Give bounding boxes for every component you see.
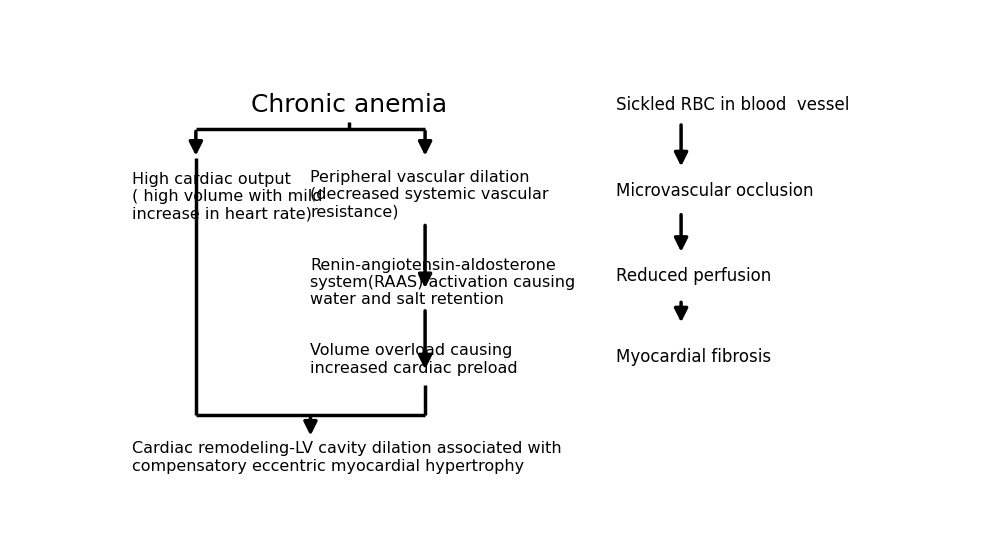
Text: Reduced perfusion: Reduced perfusion: [616, 267, 771, 285]
Text: Cardiac remodeling-LV cavity dilation associated with
compensatory eccentric myo: Cardiac remodeling-LV cavity dilation as…: [132, 441, 562, 474]
Text: Peripheral vascular dilation
(decreased systemic vascular
resistance): Peripheral vascular dilation (decreased …: [311, 170, 549, 220]
Text: Renin-angiotensin-aldosterone
system(RAAS) activation causing
water and salt ret: Renin-angiotensin-aldosterone system(RAA…: [311, 258, 576, 307]
Text: Myocardial fibrosis: Myocardial fibrosis: [616, 348, 771, 366]
Text: Sickled RBC in blood  vessel: Sickled RBC in blood vessel: [616, 96, 850, 114]
Text: Microvascular occlusion: Microvascular occlusion: [616, 181, 813, 200]
Text: High cardiac output
( high volume with mild
increase in heart rate): High cardiac output ( high volume with m…: [132, 172, 323, 222]
Text: Volume overload causing
increased cardiac preload: Volume overload causing increased cardia…: [311, 343, 518, 376]
Text: Chronic anemia: Chronic anemia: [250, 93, 447, 117]
